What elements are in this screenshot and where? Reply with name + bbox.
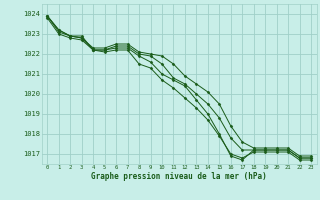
X-axis label: Graphe pression niveau de la mer (hPa): Graphe pression niveau de la mer (hPa): [91, 172, 267, 181]
